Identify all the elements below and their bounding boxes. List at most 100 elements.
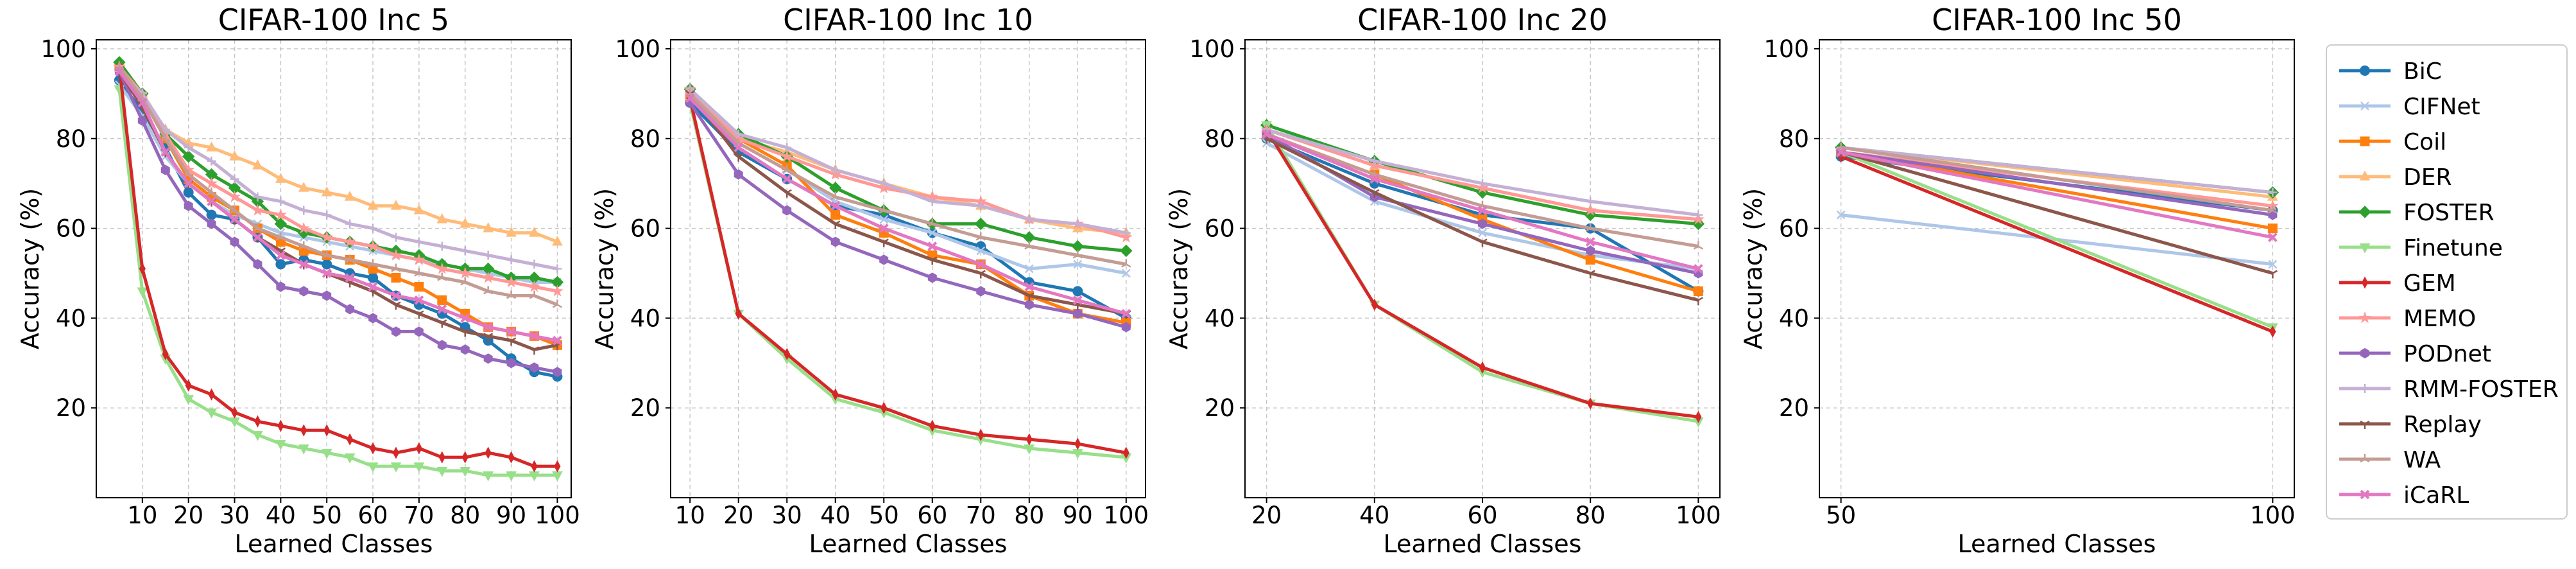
data-point-rmm-foster [437, 241, 447, 251]
data-point-wa [275, 232, 286, 241]
y-tick-label: 20 [1205, 394, 1235, 422]
y-tick-label: 100 [40, 35, 86, 63]
y-tick-label: 40 [1779, 304, 1809, 332]
x-tick-label: 60 [917, 502, 947, 529]
data-point-replay [927, 256, 938, 265]
data-point-finetune [483, 471, 494, 482]
data-point-rmm-foster [253, 192, 262, 202]
legend-entry-replay: Replay [2339, 412, 2482, 438]
data-point-replay [1024, 292, 1035, 301]
x-tick-label: 60 [1467, 502, 1497, 529]
data-point-finetune [390, 462, 402, 473]
series-rmm-foster [1262, 125, 1703, 220]
data-point-coil [391, 272, 401, 283]
legend-entry-wa: WA [2339, 447, 2441, 473]
data-point-rmm-foster [414, 237, 424, 247]
data-point-memo [413, 253, 425, 265]
data-point-memo [228, 190, 241, 202]
data-point-memo [343, 235, 356, 247]
data-point-cifnet [1478, 228, 1487, 238]
data-point-memo [780, 150, 793, 162]
data-point-gem [554, 460, 561, 473]
data-point-rmm-foster [299, 206, 309, 215]
y-tick-label: 100 [615, 35, 660, 63]
legend-marker [2360, 136, 2370, 146]
data-point-wa [483, 286, 494, 295]
data-point-icarl [529, 331, 539, 341]
data-point-icarl [391, 291, 401, 301]
y-tick-label: 60 [1779, 215, 1809, 243]
data-point-replay [1585, 270, 1595, 279]
data-point-der [252, 159, 263, 170]
legend-entry-coil: Coil [2339, 129, 2446, 155]
legend-label: Replay [2403, 412, 2482, 438]
data-point-cifnet [879, 214, 889, 224]
data-point-rmm-foster [879, 179, 889, 188]
data-point-foster [182, 150, 195, 163]
data-point-der [552, 236, 563, 246]
series-line-icarl [1841, 150, 2273, 240]
legend-marker [2359, 243, 2371, 254]
data-point-foster [1692, 217, 1705, 231]
data-point-podnet [483, 353, 493, 364]
x-tick-label: 80 [1576, 502, 1606, 529]
data-point-podnet [414, 326, 424, 337]
legend-marker [2359, 170, 2371, 180]
data-point-replay [460, 328, 470, 337]
data-point-podnet [879, 254, 889, 265]
data-point-memo [1584, 204, 1597, 216]
data-point-wa [1024, 241, 1035, 250]
x-tick-label: 50 [1826, 502, 1856, 529]
data-point-finetune [459, 467, 471, 477]
data-point-rmm-foster [782, 143, 792, 152]
legend-entry-foster: FOSTER [2339, 200, 2494, 226]
data-point-icarl [460, 313, 470, 323]
series-finetune [114, 85, 563, 482]
legend-marker [2361, 276, 2369, 289]
data-point-coil [1693, 286, 1703, 296]
data-point-gem [1479, 361, 1486, 374]
data-point-foster [274, 217, 288, 231]
data-point-cifnet [1836, 210, 1846, 220]
data-point-gem [929, 419, 936, 432]
legend-marker [2360, 101, 2369, 110]
chart-title: CIFAR-100 Inc 5 [218, 3, 449, 37]
data-point-icarl [975, 259, 986, 269]
data-point-coil [414, 281, 424, 292]
series-line-icarl [689, 97, 1127, 315]
y-tick-label: 40 [630, 304, 660, 332]
data-point-podnet [391, 326, 400, 337]
data-point-rmm-foster [1024, 214, 1034, 224]
series-finetune [1835, 148, 2278, 333]
x-tick-label: 50 [312, 502, 342, 529]
data-point-bic [322, 259, 332, 270]
data-point-podnet [299, 286, 309, 297]
data-point-finetune [436, 467, 448, 477]
data-point-gem [977, 428, 984, 441]
data-point-icarl [414, 295, 424, 305]
data-point-replay [506, 337, 517, 346]
data-point-rmm-foster [927, 197, 937, 206]
data-point-replay [391, 301, 401, 310]
data-point-podnet [734, 169, 743, 180]
data-point-icarl [368, 282, 378, 292]
data-point-podnet [322, 290, 332, 301]
series-line-der [117, 61, 558, 243]
data-point-gem [162, 347, 169, 360]
data-point-bic [206, 209, 217, 220]
data-point-icarl [230, 214, 239, 225]
data-point-wa [460, 277, 470, 286]
x-tick-label: 60 [358, 502, 388, 529]
data-point-rmm-foster [1694, 210, 1703, 220]
data-point-wa [830, 191, 841, 200]
data-point-coil [2267, 223, 2278, 234]
data-point-cifnet [927, 228, 937, 238]
data-point-der [298, 182, 309, 192]
data-point-icarl [207, 197, 217, 207]
data-point-replay [483, 333, 494, 342]
chart-panel-4: 50 100 20 40 60 80 100 CIFAR-100 Inc 50 Learned … [1739, 3, 2296, 558]
data-point-cifnet [976, 246, 986, 256]
axes-frame [1819, 39, 2295, 498]
data-point-rmm-foster [391, 232, 400, 242]
legend-label: PODnet [2403, 341, 2491, 367]
